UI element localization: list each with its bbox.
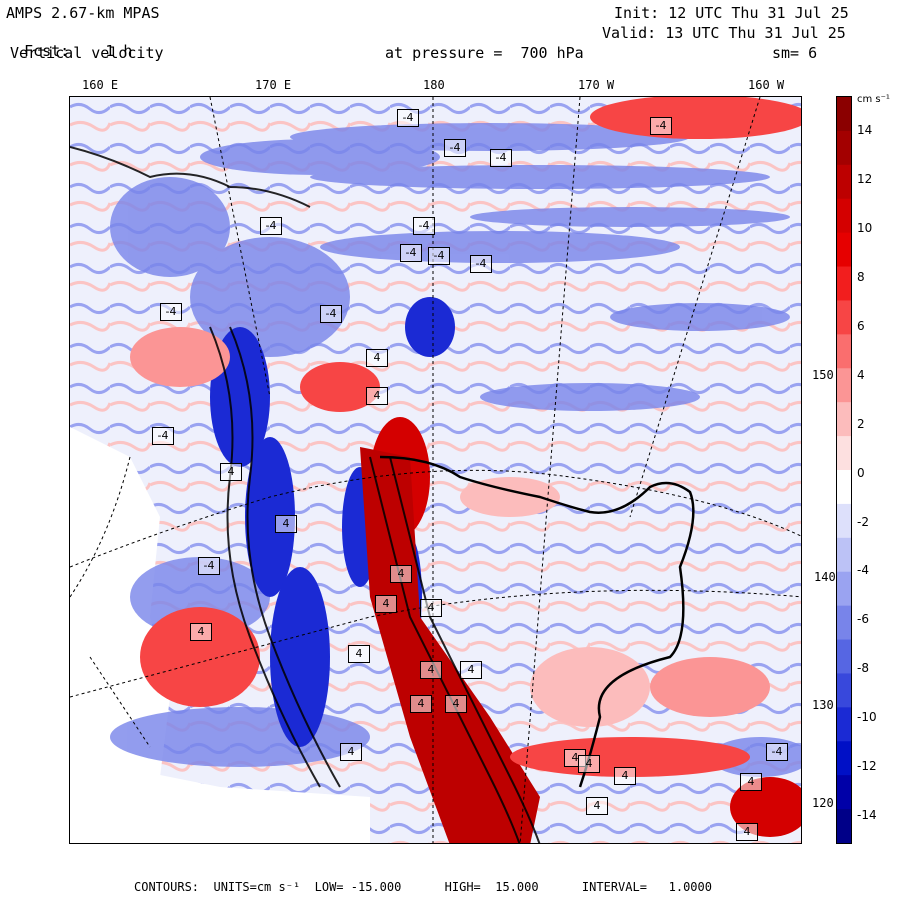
lon-label-160e: 160 E [82, 78, 119, 92]
colorbar-tick-label: 12 [857, 172, 873, 187]
contour-label: 4 [736, 823, 758, 841]
colorbar-tick-label: 0 [857, 465, 865, 480]
lon-label-170w: 170 W [578, 78, 615, 92]
contour-label: -4 [400, 244, 422, 262]
colorbar-swatch [837, 809, 851, 843]
lon-label-180: 180 [423, 78, 445, 92]
contour-label: 4 [348, 645, 370, 663]
colorbar-swatch [837, 130, 851, 166]
colorbar-tick-label: -2 [857, 514, 869, 529]
colorbar-tick-label: 10 [857, 221, 873, 236]
contour-label: 4 [460, 661, 482, 679]
contour-label: 4 [740, 773, 762, 791]
colorbar-swatch [837, 470, 851, 505]
colorbar-swatch [837, 707, 851, 742]
no-data-region-bottom [70, 757, 370, 843]
contour-label: -4 [650, 117, 672, 135]
colorbar-scale [837, 97, 851, 843]
colorbar-tick-label: -14 [857, 807, 877, 822]
colorbar-swatch [837, 402, 851, 437]
contour-label: 4 [445, 695, 467, 713]
colorbar-swatch [837, 97, 851, 132]
colorbar-swatch [837, 639, 851, 674]
contour-label: 4 [420, 599, 442, 617]
positive-cells [130, 97, 801, 843]
colorbar-swatch [837, 334, 851, 369]
contour-label: 4 [375, 595, 397, 613]
forecast-label: Fcst: 1 h [6, 24, 132, 60]
lon-label-170e: 170 E [255, 78, 292, 92]
colorbar-swatch [837, 775, 851, 810]
colorbar-tick-label: 6 [857, 319, 865, 333]
contour-label: -4 [413, 217, 435, 235]
contour-label: 4 [366, 349, 388, 367]
colorbar-tick-label: 8 [857, 270, 865, 285]
colorbar-swatch [837, 198, 851, 234]
colorbar-swatch [837, 300, 851, 335]
contour-label: -4 [160, 303, 182, 321]
contour-label: -4 [470, 255, 492, 273]
smoothing: sm= 6 [772, 44, 818, 62]
contour-label: -4 [260, 217, 282, 235]
colorbar-swatch [837, 436, 851, 471]
contour-label: 4 [275, 515, 297, 533]
contour-label: 4 [340, 743, 362, 761]
colorbar-tick-label: -10 [857, 710, 877, 725]
contour-label: 4 [220, 463, 242, 481]
graticule [70, 97, 801, 843]
colorbar-tick-label: 14 [857, 123, 873, 138]
colorbar-swatch [837, 673, 851, 708]
colorbar-tick-label: 2 [857, 416, 865, 431]
contour-label: 4 [190, 623, 212, 641]
contour-info: CONTOURS: UNITS=cm s⁻¹ LOW= -15.000 HIGH… [134, 880, 712, 894]
init-time: Init: 12 UTC Thu 31 Jul 25 [614, 4, 849, 22]
colorbar-tick-label: -6 [857, 612, 869, 627]
contour-label: -4 [766, 743, 788, 761]
contour-label: 4 [420, 661, 442, 679]
contour-label: -4 [397, 109, 419, 127]
contour-label: 4 [410, 695, 432, 713]
colorbar-swatch [837, 741, 851, 776]
contour-label: -4 [490, 149, 512, 167]
contour-label: -4 [198, 557, 220, 575]
colorbar-swatch [837, 537, 851, 573]
no-data-region [70, 427, 170, 797]
map-panel[interactable]: -4 -4 -4 -4 -4 -4 -4 -4 4 -4 -4 -4 4 -4 … [69, 96, 802, 844]
vertical-velocity-map [70, 97, 801, 843]
ridge-ascent [360, 447, 540, 843]
colorbar-swatch [837, 368, 851, 403]
colorbar-tick-label: -12 [857, 759, 877, 773]
colorbar-swatch [837, 605, 851, 641]
colorbar-swatch [837, 571, 851, 607]
colorbar-swatch [837, 232, 851, 268]
fcst-value: 1 h [105, 42, 133, 60]
valid-time: Valid: 13 UTC Thu 31 Jul 25 [602, 24, 846, 42]
contour-label: -4 [152, 427, 174, 445]
fcst-label: Fcst: [24, 42, 70, 60]
contour-label: 4 [390, 565, 412, 583]
colorbar-tick-label: -4 [857, 563, 869, 578]
contour-label: 4 [586, 797, 608, 815]
contour-label: 4 [366, 387, 388, 405]
colorbar-swatch [837, 164, 851, 200]
colorbar-units: cm s⁻¹ [857, 94, 890, 105]
lon-label-160w: 160 W [748, 78, 785, 92]
pressure-level: at pressure = 700 hPa [385, 44, 584, 62]
model-title: AMPS 2.67-km MPAS [6, 4, 160, 22]
contour-label: -4 [444, 139, 466, 157]
contour-label: 4 [578, 755, 600, 773]
colorbar-tick-label: 4 [857, 367, 865, 382]
coastline [379, 455, 695, 788]
contour-label: -4 [320, 305, 342, 323]
colorbar-swatch [837, 266, 851, 301]
colorbar-swatch [837, 503, 851, 539]
colorbar [836, 96, 852, 844]
field-name: Vertical velocity [10, 44, 164, 62]
contour-label: 4 [614, 767, 636, 785]
colorbar-tick-label: -8 [857, 661, 869, 676]
contour-label: -4 [428, 247, 450, 265]
